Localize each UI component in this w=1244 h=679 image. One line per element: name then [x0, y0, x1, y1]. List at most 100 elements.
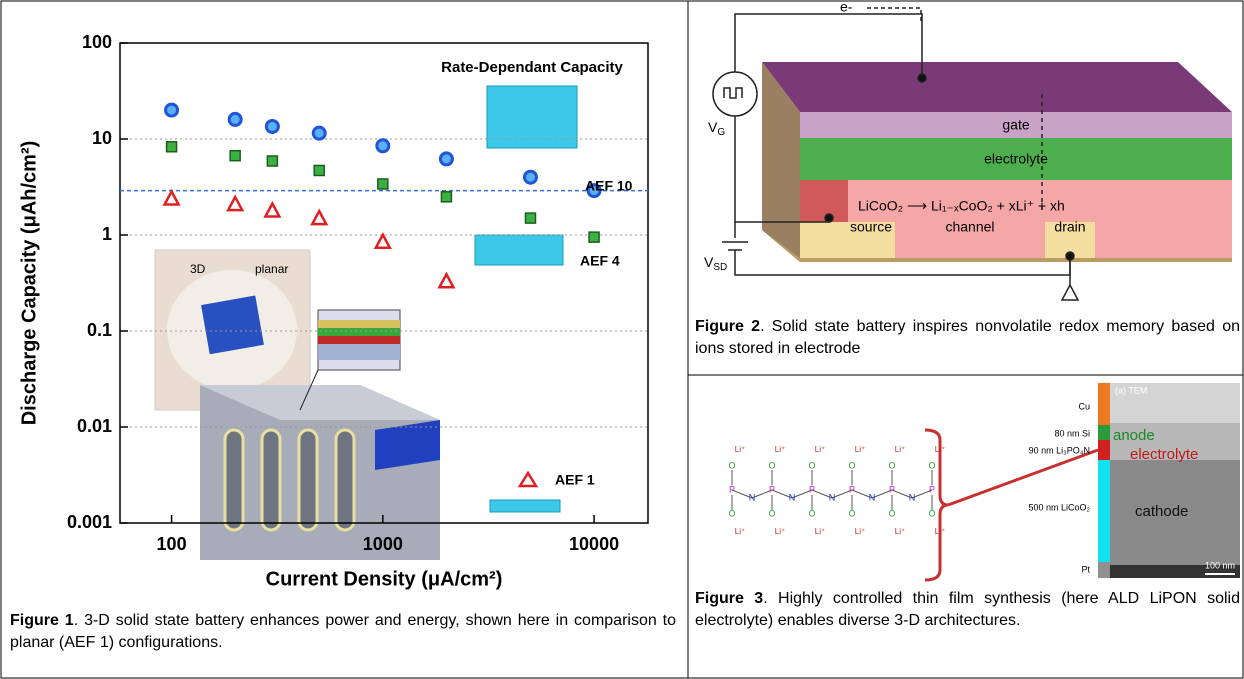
atom: P [769, 484, 775, 494]
panel-border [687, 374, 1244, 679]
y-tick-label: 0.001 [67, 512, 112, 532]
series-label: AEF 1 [555, 472, 595, 488]
atom: O [768, 460, 775, 470]
point [165, 141, 178, 153]
atom: N [789, 492, 796, 502]
point [588, 231, 600, 243]
legend-marker [517, 470, 539, 488]
layer-label: cathode [1135, 503, 1188, 520]
atom: O [888, 460, 895, 470]
caption-text: . 3-D solid state battery enhances power… [10, 612, 677, 651]
series [164, 102, 602, 199]
label: gate [1002, 117, 1029, 133]
point [227, 111, 243, 127]
atom: O [728, 508, 735, 518]
label: electrolyte [984, 151, 1048, 167]
bond [911, 489, 933, 499]
bond [791, 489, 813, 499]
bond [871, 489, 893, 499]
point [377, 178, 389, 190]
inset-photo [154, 249, 311, 411]
atom: O [808, 508, 815, 518]
y-tick-label: 10 [92, 128, 112, 148]
caption-label: Figure 1 [10, 612, 74, 629]
image-label: (a) TEM [1115, 385, 1147, 395]
voltage-main: V [704, 254, 714, 270]
cation: Li⁺ [935, 527, 945, 536]
point [164, 102, 180, 118]
bond [831, 489, 853, 499]
bond [891, 489, 913, 499]
cation: Li⁺ [735, 445, 745, 454]
cation: Li⁺ [855, 527, 865, 536]
caption-label: Figure 3 [695, 590, 764, 607]
point [226, 194, 245, 212]
scale-label: 100 nm [1205, 560, 1235, 570]
atom: O [728, 460, 735, 470]
point [264, 118, 280, 134]
caption-text: . Highly controlled thin film synthesis … [695, 590, 1240, 629]
point [524, 212, 537, 224]
label: drain [1054, 219, 1085, 235]
point [440, 191, 453, 203]
atom: P [809, 484, 815, 494]
point [310, 208, 329, 226]
point [586, 183, 602, 199]
stack-label: 500 nm LiCoO₂ [1028, 502, 1090, 512]
point [263, 200, 282, 218]
caption: Figure 1. 3-D solid state battery enhanc… [10, 610, 676, 654]
tem-image [1110, 383, 1240, 578]
y-tick-label: 100 [82, 32, 112, 52]
y-tick-label: 0.01 [77, 416, 112, 436]
voltage-main: V [708, 119, 718, 135]
circuit [712, 7, 1080, 301]
cation: Li⁺ [895, 445, 905, 454]
atom: O [808, 460, 815, 470]
bond [851, 489, 873, 499]
cation: Li⁺ [815, 527, 825, 536]
stack-label: 80 nm Si [1054, 428, 1090, 438]
label: source [850, 219, 892, 235]
caption: Figure 3. Highly controlled thin film sy… [695, 588, 1240, 632]
atom: O [888, 508, 895, 518]
point [311, 125, 327, 141]
x-tick-label: 10000 [569, 534, 619, 554]
bond [811, 489, 833, 499]
cation: Li⁺ [775, 445, 785, 454]
cation: Li⁺ [935, 445, 945, 454]
voltage-sub: SD [713, 262, 727, 273]
label: e- [840, 0, 853, 15]
voltage-label: VG [708, 119, 725, 138]
atom: N [829, 492, 836, 502]
atom: O [928, 508, 935, 518]
atom: O [848, 460, 855, 470]
atom: P [849, 484, 855, 494]
device-layers [762, 62, 1232, 262]
series-label: AEF 4 [580, 253, 620, 269]
cation: Li⁺ [815, 445, 825, 454]
voltage-sub: G [717, 127, 725, 138]
x-axis-title: Current Density (μA/cm²) [266, 568, 503, 590]
stack-label: 90 nm Li₃PO₄N [1029, 445, 1090, 455]
cation: Li⁺ [855, 445, 865, 454]
atom: P [729, 484, 735, 494]
inset-label: planar [255, 262, 288, 276]
x-tick-label: 100 [157, 534, 187, 554]
bond [751, 489, 773, 499]
cation: Li⁺ [895, 527, 905, 536]
bond [771, 489, 793, 499]
atom: N [909, 492, 916, 502]
stack-label: Cu [1078, 401, 1090, 411]
inset-label: 3D [190, 262, 206, 276]
caption: Figure 2. Solid state battery inspires n… [695, 316, 1240, 360]
stack-label: Pt [1081, 564, 1090, 574]
plot-frame [119, 42, 649, 524]
x-tick-label: 1000 [363, 534, 403, 554]
point [229, 149, 241, 162]
atom: P [929, 484, 935, 494]
y-tick-label: 0.1 [87, 320, 112, 340]
cation: Li⁺ [735, 527, 745, 536]
point [437, 271, 456, 289]
